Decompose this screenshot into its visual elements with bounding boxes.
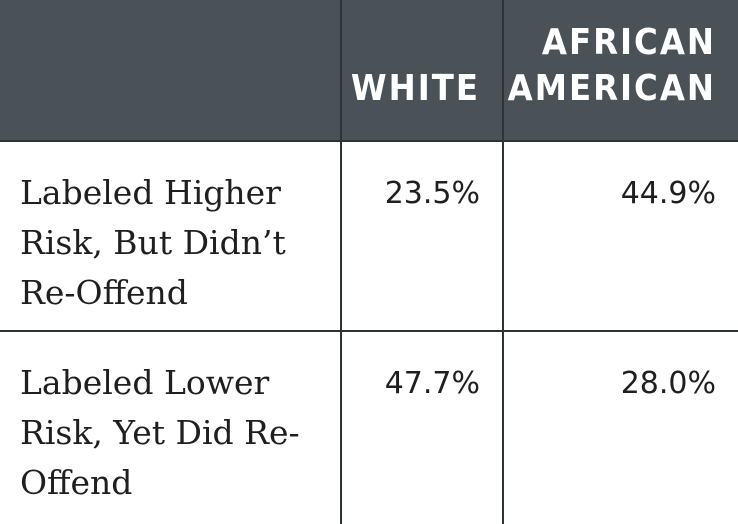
table-row: Labeled Higher Risk, But Didn’t Re-Offen… [0, 141, 738, 332]
header-african-american: AFRICAN AMERICAN [502, 0, 738, 142]
table-row: Labeled Lower Risk, Yet Did Re-Offend 47… [0, 331, 738, 524]
white-value: 23.5% [340, 141, 503, 332]
african-american-value: 28.0% [502, 331, 738, 524]
header-white: WHITE [340, 0, 503, 142]
header-corner-cell [0, 0, 341, 142]
header-african-american-line1: AFRICAN [541, 22, 716, 63]
header-white-label: WHITE [350, 68, 480, 109]
header-row: WHITE AFRICAN AMERICAN [0, 0, 738, 142]
white-value: 47.7% [340, 331, 503, 524]
row-label: Labeled Lower Risk, Yet Did Re-Offend [20, 363, 300, 502]
row-label: Labeled Higher Risk, But Didn’t Re-Offen… [0, 141, 341, 332]
african-american-value: 44.9% [502, 141, 738, 332]
header-african-american-line2: AMERICAN [507, 68, 716, 109]
